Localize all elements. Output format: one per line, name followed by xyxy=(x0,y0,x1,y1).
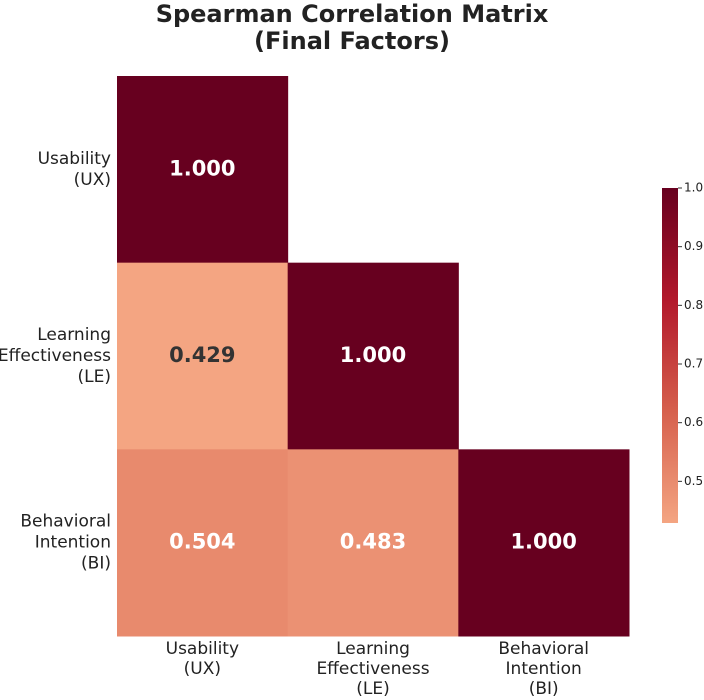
title-line: Spearman Correlation Matrix xyxy=(156,0,549,28)
cell-label: 0.483 xyxy=(340,530,406,554)
label-line: Learning xyxy=(37,325,111,345)
x-tick-label: Usability (UX) xyxy=(166,639,239,679)
label-line: Effectiveness xyxy=(0,346,111,366)
label-line: Effectiveness xyxy=(316,659,429,679)
label-line: Usability xyxy=(38,149,111,169)
heatmap-cell xyxy=(458,449,630,637)
heatmap-cell xyxy=(287,262,459,450)
colorbar-tick-label: 0.7 xyxy=(684,357,703,371)
label-line: (LE) xyxy=(78,367,111,387)
title-line: (Final Factors) xyxy=(254,27,450,55)
label-line: (BI) xyxy=(529,679,559,699)
label-line: Behavioral xyxy=(498,639,589,659)
label-line: Intention xyxy=(506,659,582,679)
x-tick-label: Behavioral Intention (BI) xyxy=(498,639,589,699)
label-line: (BI) xyxy=(81,554,111,574)
heatmap-cell xyxy=(287,449,459,637)
cell-label: 0.504 xyxy=(169,530,235,554)
label-line: Learning xyxy=(336,639,410,659)
y-tick-label: Learning Effectiveness (LE) xyxy=(0,325,111,387)
cell-label: 1.000 xyxy=(169,156,235,180)
colorbar-tick-label: 0.9 xyxy=(684,239,703,253)
label-line: Behavioral xyxy=(20,512,111,532)
colorbar-tick-label: 0.5 xyxy=(684,474,703,488)
heatmap-cell xyxy=(117,76,289,264)
cell-label: 1.000 xyxy=(510,530,576,554)
y-tick-label: Usability (UX) xyxy=(38,149,111,190)
heatmap-cell xyxy=(117,449,289,637)
cell-label: 1.000 xyxy=(340,343,406,367)
label-line: (LE) xyxy=(356,679,389,699)
y-tick-label: Behavioral Intention (BI) xyxy=(20,512,111,574)
colorbar-tick-label: 1.0 xyxy=(684,181,703,195)
label-line: (UX) xyxy=(184,659,221,679)
label-line: (UX) xyxy=(74,170,111,190)
x-tick-label: Learning Effectiveness (LE) xyxy=(316,639,429,699)
label-line: Usability xyxy=(166,639,239,659)
heatmap-cell xyxy=(117,262,289,450)
chart-title: Spearman Correlation Matrix (Final Factor… xyxy=(156,0,549,55)
label-line: Intention xyxy=(35,533,111,553)
colorbar xyxy=(662,188,678,523)
cell-label: 0.429 xyxy=(169,343,235,367)
colorbar-tick-label: 0.6 xyxy=(684,415,703,429)
colorbar-tick-label: 0.8 xyxy=(684,298,703,312)
